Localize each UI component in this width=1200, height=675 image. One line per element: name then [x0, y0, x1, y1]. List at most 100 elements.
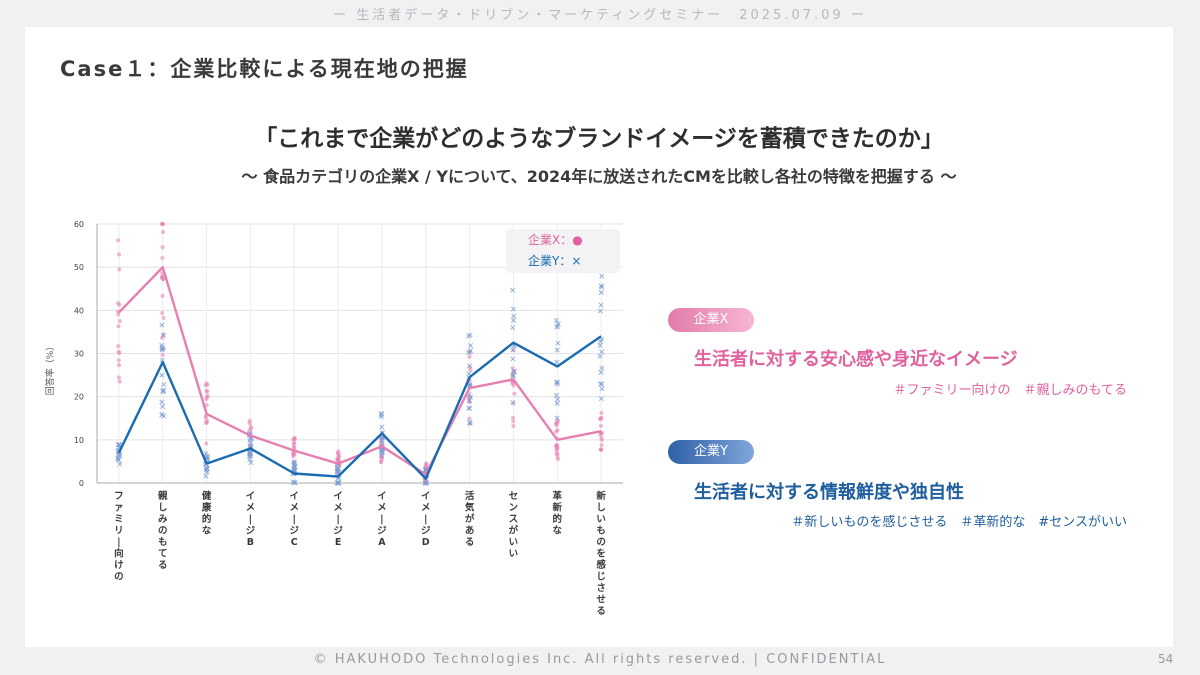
response-point-y — [292, 461, 298, 467]
x-tick-label-2: 健 — [202, 490, 212, 502]
x-tick-label-9: が — [509, 525, 519, 537]
footer-copyright: © HAKUHODO Technologies Inc. All rights … — [313, 652, 887, 667]
response-point-x — [554, 429, 559, 434]
response-point-y — [160, 404, 166, 410]
response-point-y — [467, 363, 473, 369]
x-tick-label-4: ジ — [289, 526, 299, 537]
x-tick-label-0: 向 — [114, 548, 124, 560]
x-tick-label-9: セ — [509, 491, 519, 502]
response-point-x — [511, 419, 516, 424]
response-point-y — [467, 394, 474, 400]
response-point-x — [160, 352, 165, 358]
y-tick-label: 50 — [74, 263, 84, 272]
x-tick-label-2: な — [202, 526, 212, 537]
slide: Case１：企業比較による現在地の把握 「これまで企業がどのようなブランドイメー… — [25, 27, 1173, 647]
response-point-y — [598, 302, 604, 308]
response-point-y — [291, 480, 298, 486]
legend-entry-company-x: 企業X：● — [528, 232, 583, 247]
response-point-x — [204, 420, 209, 425]
series-line-company-x — [118, 265, 602, 476]
x-tick-label-0: け — [114, 560, 124, 571]
x-tick-label-1: 親 — [158, 490, 168, 502]
response-point-x — [599, 443, 604, 448]
x-tick-label-11: 新 — [596, 490, 606, 502]
response-point-x — [467, 354, 472, 360]
x-tick-label-2: 的 — [202, 513, 212, 525]
response-point-x — [160, 335, 165, 340]
chart-tick-labels: 0102030405060ファミリ|向けの親しみのもてる健康的なイメ|ジBイメ|… — [74, 220, 607, 617]
response-point-y — [247, 456, 253, 462]
y-tick-label: 10 — [74, 436, 84, 445]
response-point-x — [116, 344, 121, 349]
y-tick-label: 60 — [74, 220, 84, 229]
response-point-y — [510, 306, 516, 312]
response-point-x — [160, 293, 165, 299]
response-point-x — [160, 310, 165, 316]
response-point-y — [510, 347, 516, 353]
response-point-y — [555, 321, 561, 327]
legend-entry-company-y: 企業Y：× — [528, 253, 581, 268]
x-tick-label-9: い — [509, 537, 519, 548]
x-tick-label-11: い — [596, 514, 606, 525]
company-x-headline: 生活者に対する安心感や身近なイメージ — [694, 349, 1018, 370]
response-point-y — [466, 350, 472, 356]
response-point-x — [160, 255, 165, 261]
x-tick-label-3: イ — [246, 491, 256, 502]
response-point-y — [511, 313, 517, 319]
response-point-y — [203, 467, 209, 473]
x-tick-label-3: | — [249, 514, 252, 525]
x-tick-label-1: る — [158, 560, 168, 571]
response-point-y — [204, 454, 211, 460]
response-point-y — [554, 347, 560, 353]
response-point-y — [510, 399, 516, 406]
x-tick-label-3: ジ — [246, 526, 256, 537]
x-tick-label-4: イ — [289, 491, 299, 502]
y-axis-label: 回答率（%） — [44, 342, 56, 396]
x-tick-label-7: メ — [421, 503, 431, 514]
subtitle: 〜 食品カテゴリの企業X / Yについて、2024年に放送されたCMを比較し各社… — [241, 167, 957, 186]
response-point-y — [598, 369, 604, 375]
x-tick-label-11: さ — [596, 583, 606, 594]
response-point-y — [510, 356, 516, 362]
response-point-y — [554, 396, 561, 402]
response-point-x — [117, 318, 122, 324]
response-point-y — [161, 381, 167, 388]
response-point-x — [116, 362, 122, 368]
response-point-y — [467, 342, 474, 349]
response-point-x — [117, 351, 122, 356]
x-tick-label-4: C — [291, 537, 298, 548]
x-tick-label-7: | — [424, 514, 427, 525]
response-point-y — [159, 372, 165, 378]
chart-legend: 企業X：● 企業Y：× — [506, 229, 620, 273]
x-tick-label-8: が — [465, 513, 475, 525]
x-tick-label-11: る — [596, 606, 606, 617]
response-point-x — [205, 393, 210, 398]
x-tick-label-7: イ — [421, 491, 431, 502]
series-line-company-y — [117, 335, 602, 480]
response-point-y — [159, 342, 165, 348]
response-point-y — [466, 398, 473, 404]
x-tick-label-11: じ — [596, 572, 606, 583]
y-tick-label: 40 — [74, 306, 84, 315]
x-tick-label-11: も — [596, 526, 606, 537]
response-point-x — [116, 358, 121, 363]
x-tick-label-0: | — [117, 537, 120, 548]
response-point-x — [510, 415, 516, 420]
response-point-y — [116, 452, 122, 458]
legend-background — [506, 229, 620, 273]
response-point-x — [510, 366, 515, 371]
x-tick-label-11: の — [596, 537, 606, 548]
x-tick-label-10: 新 — [552, 502, 562, 514]
response-point-y — [599, 381, 605, 387]
line-chart: 0102030405060ファミリ|向けの親しみのもてる健康的なイメ|ジBイメ|… — [44, 220, 623, 617]
response-point-x — [161, 315, 166, 321]
response-point-y — [466, 333, 472, 339]
company-x-tags: ＃ファミリー向けの ＃親しみのもてる — [893, 383, 1127, 398]
response-point-y — [160, 389, 166, 395]
y-tick-label: 0 — [79, 479, 84, 488]
case-title: Case１：企業比較による現在地の把握 — [60, 57, 469, 81]
response-point-x — [117, 379, 122, 384]
response-point-y — [291, 465, 297, 471]
x-tick-label-3: メ — [246, 503, 256, 514]
response-point-x — [160, 245, 165, 250]
